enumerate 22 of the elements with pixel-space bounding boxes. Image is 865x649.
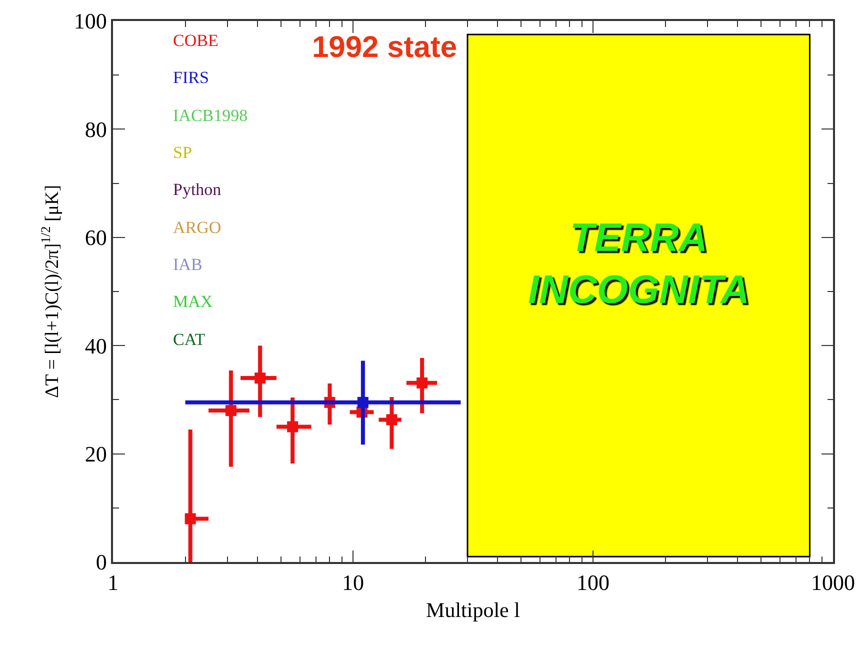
text: COBE (173, 31, 218, 50)
x-tick-label: 1000 (811, 570, 855, 596)
x-tick-label: 10 (342, 570, 364, 596)
y-tick-label: 80 (84, 116, 107, 142)
legend-label: IACB1998 (173, 106, 248, 125)
legend-label: ARGO (173, 218, 222, 237)
y-tick-label: 20 (84, 442, 107, 466)
text: FIRS (173, 68, 209, 87)
band-label: TERRA INCOGNITA (528, 216, 750, 312)
x-tick-label: 1 (108, 570, 118, 596)
y-tick-label: 100 (74, 8, 107, 34)
y-tick-label: 0 (96, 550, 107, 575)
x-tick-label: 100 (576, 570, 610, 596)
legend-label: MAX (173, 292, 213, 311)
legend-label: SP (173, 143, 192, 162)
legend-label: Python (173, 180, 222, 199)
legend-label: CAT (173, 330, 206, 349)
y-tick-label: 60 (84, 225, 107, 250)
annotation: 1992 state (312, 31, 458, 64)
legend-label: IAB (173, 255, 202, 274)
x-axis-title: Multipole l (426, 598, 520, 622)
y-tick-label: 40 (84, 333, 107, 358)
